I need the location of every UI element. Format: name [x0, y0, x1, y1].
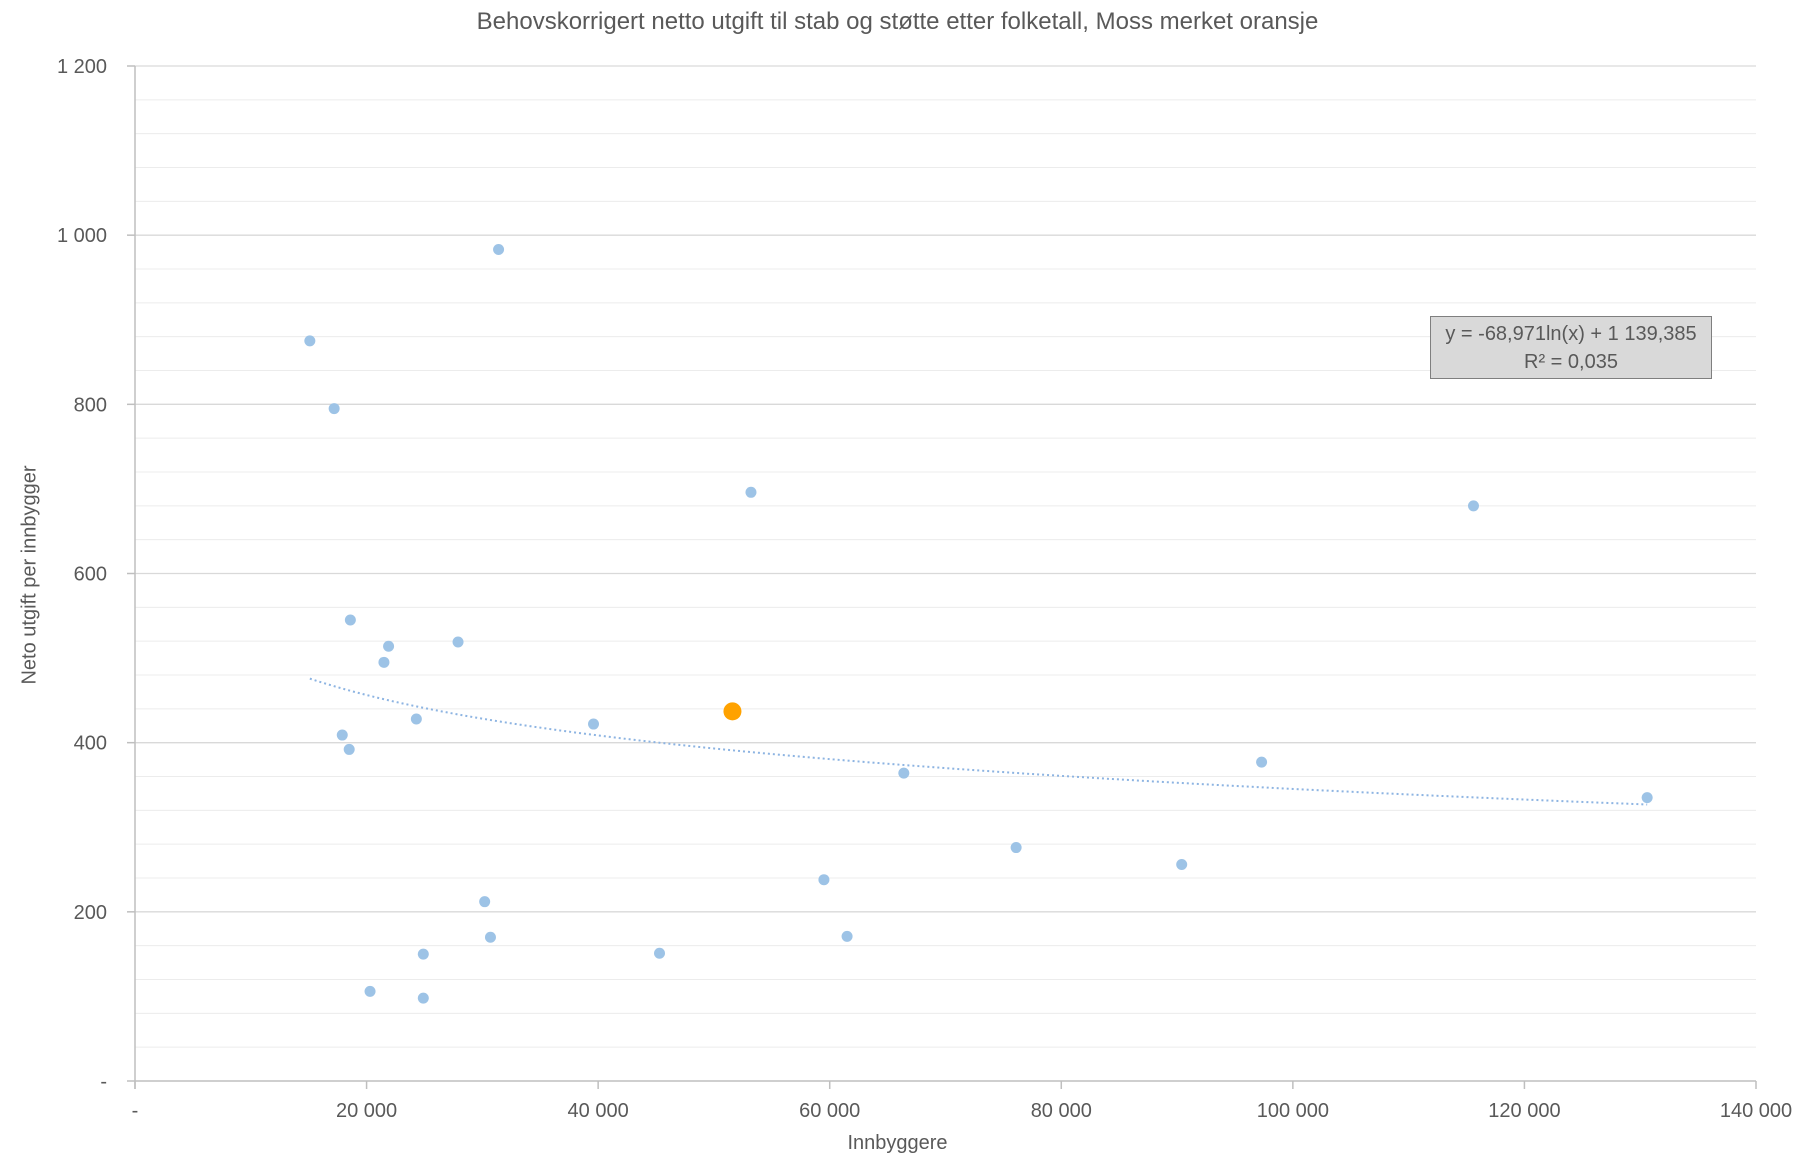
y-tick-label: 1 000 [57, 225, 107, 247]
grid-layer [135, 65, 1756, 1048]
x-tick-label: - [132, 1100, 139, 1122]
x-tick-label: 120 000 [1488, 1100, 1560, 1122]
x-tick-label: 100 000 [1257, 1100, 1329, 1122]
x-tick-label: 140 000 [1720, 1100, 1792, 1122]
data-point [588, 718, 600, 730]
data-point [336, 729, 348, 741]
data-point [417, 992, 429, 1004]
data-point [1641, 792, 1653, 804]
y-tick-label: 800 [74, 394, 107, 416]
trendline [309, 677, 1648, 806]
axis-layer [127, 65, 1757, 1089]
y-tick-label: 400 [74, 733, 107, 755]
trend-layer [309, 677, 1648, 806]
tick-label-layer: - 200 400 600 800 1 000 1 200 - 20 000 40 000 60 0… [57, 56, 1792, 1122]
data-point [479, 896, 491, 908]
data-point [410, 713, 422, 725]
data-point [378, 656, 390, 668]
data-point [383, 640, 395, 652]
data-point [328, 403, 340, 415]
data-point [818, 874, 830, 886]
data-point [304, 335, 316, 347]
y-tick-label: - [100, 1071, 107, 1093]
data-point [417, 948, 429, 960]
data-point [364, 985, 376, 997]
data-point [898, 767, 910, 779]
data-point [841, 930, 853, 942]
data-point [484, 931, 496, 943]
data-point [1467, 500, 1479, 512]
data-point [1256, 756, 1268, 768]
x-tick-label: 20 000 [336, 1100, 397, 1122]
data-point [1010, 842, 1022, 854]
data-point [654, 947, 666, 959]
points-layer [304, 244, 1653, 1004]
x-axis-title: Innbyggere [847, 1132, 948, 1154]
trendline-r-squared: R² = 0,035 [1524, 351, 1618, 373]
data-point [1176, 858, 1188, 870]
chart-title: Behovskorrigert netto utgift til stab og… [476, 8, 1319, 35]
data-point [745, 486, 757, 498]
data-point [343, 743, 355, 755]
x-tick-label: 80 000 [1031, 1100, 1092, 1122]
y-tick-label: 200 [74, 902, 107, 924]
data-point [493, 244, 505, 256]
y-axis-title-text: Neto utgift per innbygger [18, 465, 41, 685]
highlighted-data-point [723, 702, 742, 721]
data-point [452, 636, 464, 648]
x-tick-label: 60 000 [799, 1100, 860, 1122]
data-point [344, 614, 356, 626]
y-tick-label: 600 [74, 564, 107, 586]
y-tick-label: 1 200 [57, 56, 107, 78]
trendline-equation: y = -68,971ln(x) + 1 139,385 [1445, 323, 1697, 345]
trendline-equation-box: y = -68,971ln(x) + 1 139,385 R² = 0,035 [1430, 316, 1712, 379]
x-tick-label: 40 000 [568, 1100, 629, 1122]
